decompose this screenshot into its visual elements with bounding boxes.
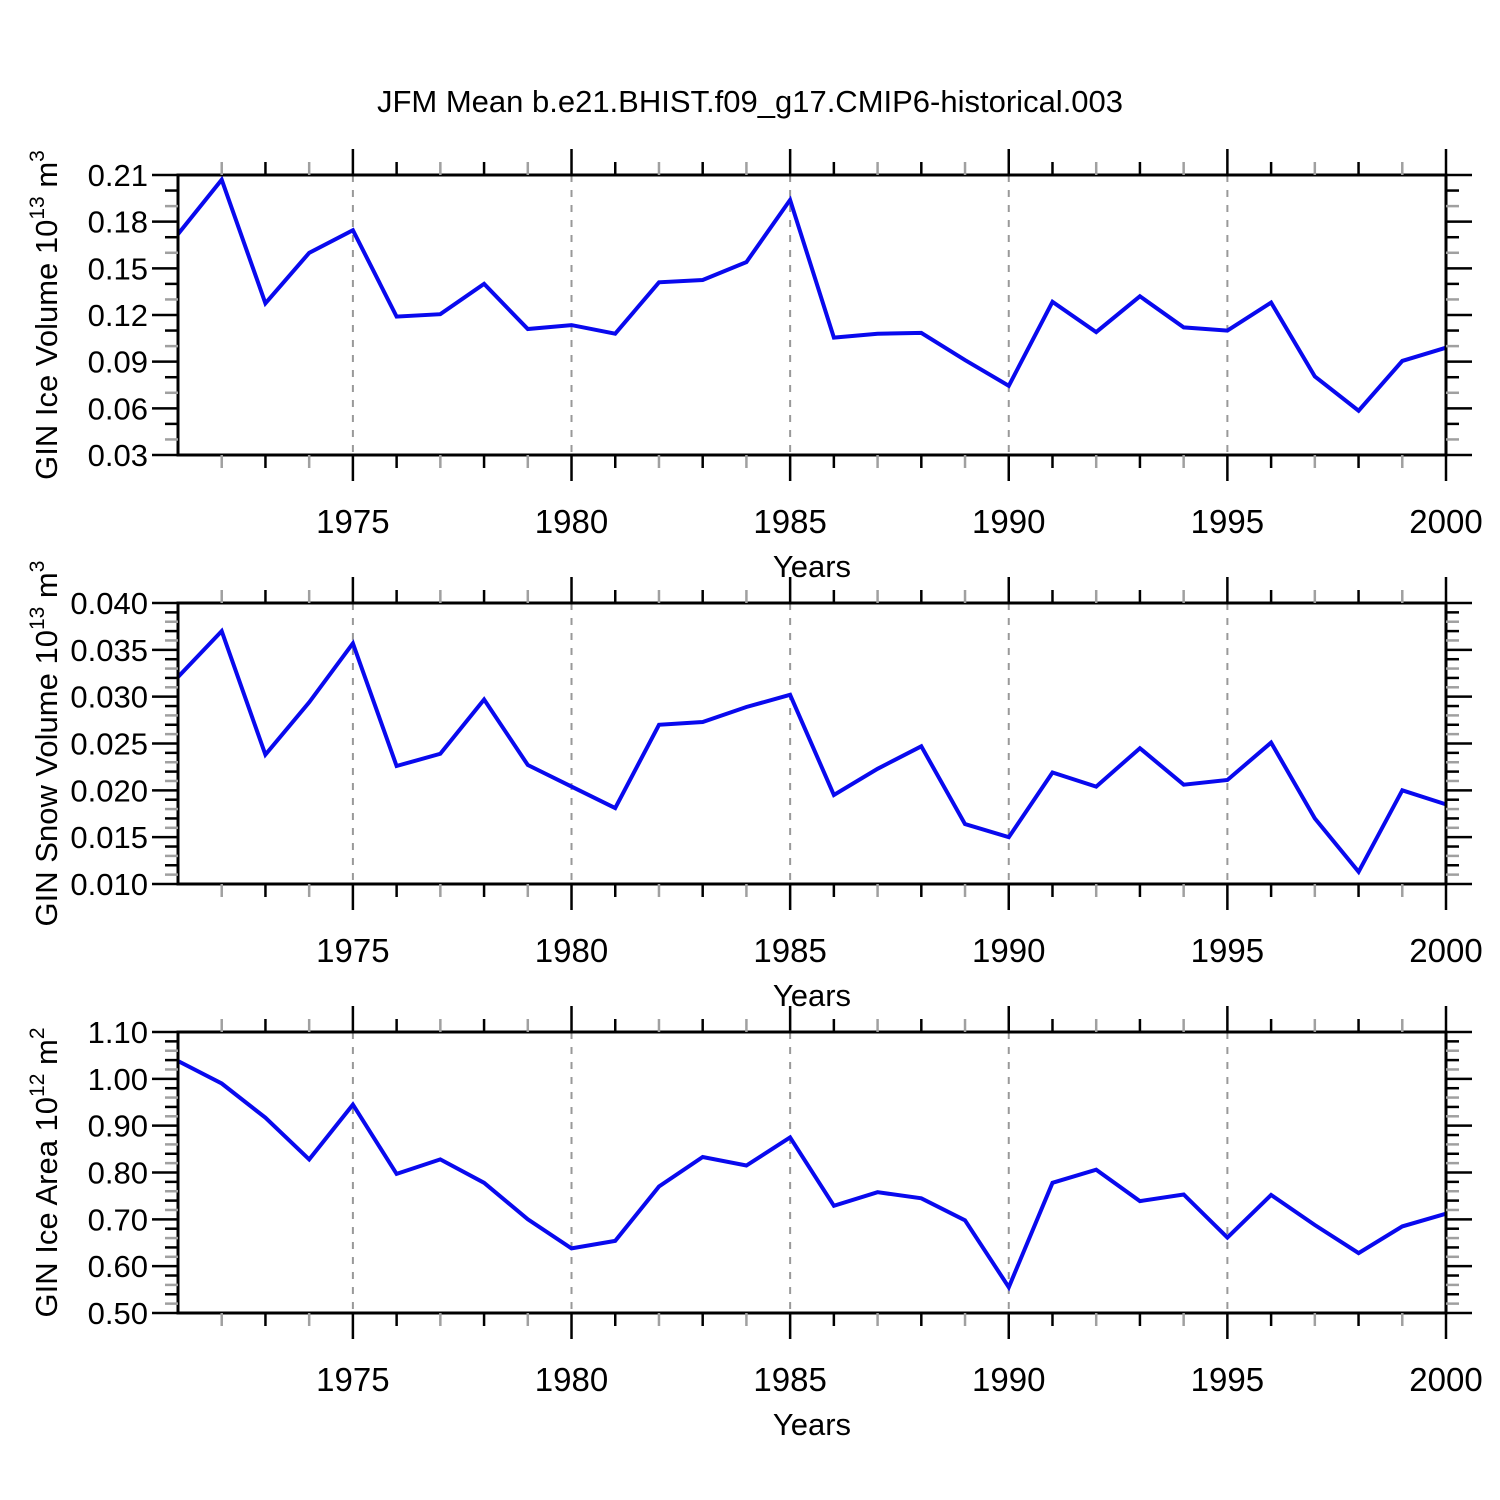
chart-title: JFM Mean b.e21.BHIST.f09_g17.CMIP6-histo…	[377, 84, 1123, 119]
x-tick-label: 1980	[535, 1361, 608, 1398]
y-tick-label: 1.10	[88, 1015, 148, 1050]
y-axis-title: GIN Snow Volume 1013 m3	[26, 561, 64, 927]
y-tick-label: 0.15	[88, 251, 148, 286]
y-axis-title: GIN Ice Area 1012 m2	[26, 1027, 64, 1317]
y-tick-label: 1.00	[88, 1062, 148, 1097]
x-tick-label: 1990	[972, 932, 1045, 969]
x-axis-label: Years	[773, 978, 851, 1013]
y-tick-label: 0.03	[88, 438, 148, 473]
y-tick-label: 0.90	[88, 1109, 148, 1144]
y-tick-label: 0.18	[88, 205, 148, 240]
x-tick-label: 1975	[316, 932, 389, 969]
panel-bottom: 1975 1980 1985 1990 1995 2000 1.10 1.00 0.90 0.80…	[26, 1006, 1483, 1442]
y-tick-label: 0.09	[88, 345, 148, 380]
y-tick-label: 0.035	[70, 633, 148, 668]
y-tick-label: 0.025	[70, 727, 148, 762]
y-tick-label: 0.80	[88, 1156, 148, 1191]
data-line	[176, 627, 1447, 876]
x-axis-label: Years	[773, 549, 851, 584]
y-tick-label: 0.010	[70, 867, 148, 902]
x-tick-label: 1995	[1191, 503, 1264, 540]
x-tick-label: 2000	[1409, 1361, 1482, 1398]
y-axis-title: GIN Ice Volume 1013 m3	[26, 150, 64, 480]
x-tick-label: 2000	[1409, 932, 1482, 969]
panel-middle: 1975 1980 1985 1990 1995 2000 0.040 0.035 0.030 0…	[26, 561, 1483, 1013]
y-tick-label: 0.70	[88, 1202, 148, 1237]
panels-group: 1975 1980 1985 1990 1995 2000 0.21 0.18 0.15 0.12…	[26, 149, 1483, 1442]
y-tick-label: 0.21	[88, 158, 148, 193]
x-axis-label: Years	[773, 1407, 851, 1442]
x-tick-label: 1980	[535, 932, 608, 969]
x-tick-label: 2000	[1409, 503, 1482, 540]
x-tick-label: 1985	[753, 1361, 826, 1398]
x-tick-label: 1990	[972, 503, 1045, 540]
data-line	[176, 175, 1447, 414]
y-tick-label: 0.60	[88, 1249, 148, 1284]
x-tick-label: 1980	[535, 503, 608, 540]
plot-frame	[176, 173, 1448, 457]
x-tick-label: 1975	[316, 1361, 389, 1398]
y-tick-label: 0.12	[88, 298, 148, 333]
y-tick-label: 0.020	[70, 773, 148, 808]
y-tick-label: 0.06	[88, 391, 148, 426]
data-line	[177, 1059, 1447, 1292]
y-tick-label: 0.040	[70, 586, 148, 621]
panel-top: 1975 1980 1985 1990 1995 2000 0.21 0.18 0.15 0.12…	[26, 149, 1483, 584]
x-tick-label: 1985	[753, 503, 826, 540]
x-tick-label: 1975	[316, 503, 389, 540]
x-tick-label: 1985	[753, 932, 826, 969]
y-tick-label: 0.50	[88, 1296, 148, 1331]
x-tick-label: 1990	[972, 1361, 1045, 1398]
y-tick-label: 0.015	[70, 820, 148, 855]
y-tick-label: 0.030	[70, 680, 148, 715]
x-tick-label: 1995	[1191, 1361, 1264, 1398]
x-tick-label: 1995	[1191, 932, 1264, 969]
